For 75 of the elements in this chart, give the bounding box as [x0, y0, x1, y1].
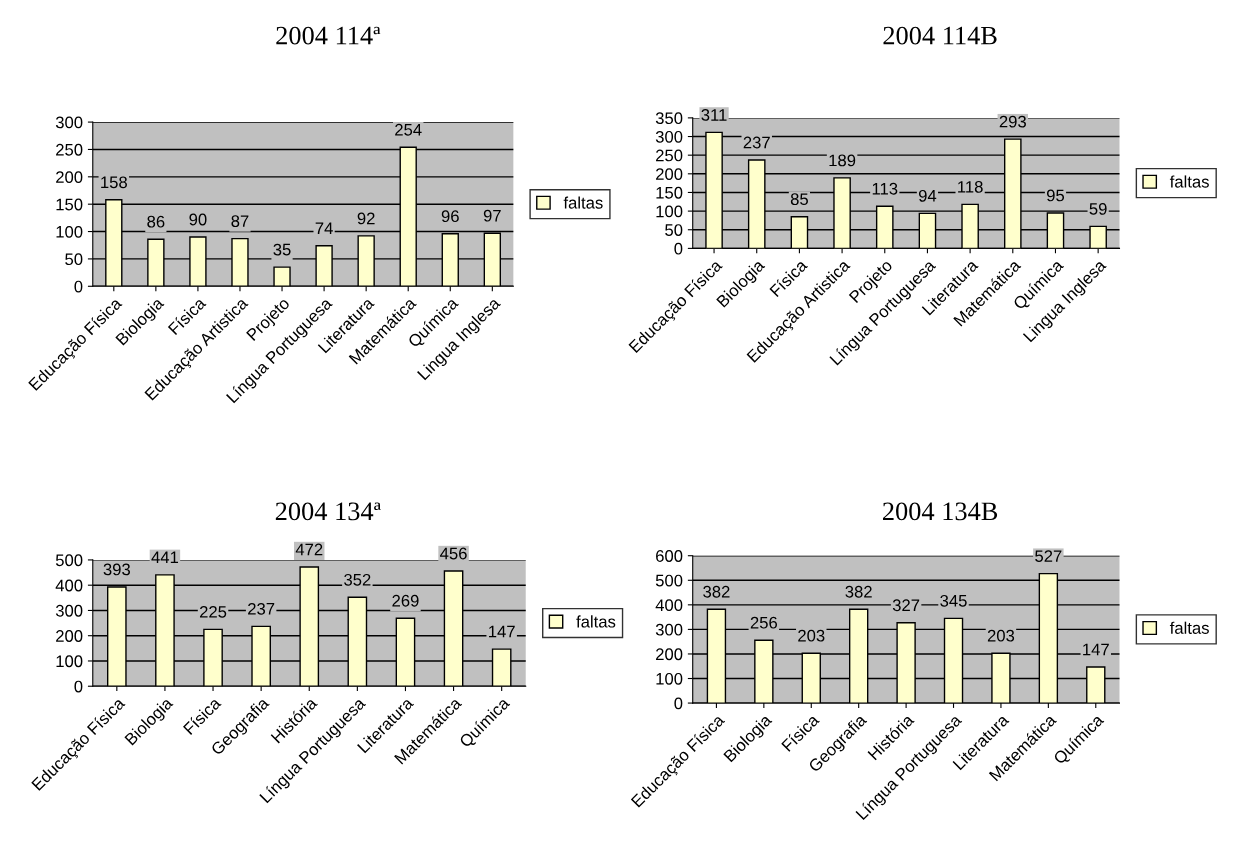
y-tick-label: 500: [655, 574, 683, 587]
data-label: 203: [798, 629, 825, 642]
y-tick-label: 250: [56, 143, 83, 156]
legend-label: faltas: [576, 615, 616, 628]
y-tick-label: 400: [655, 599, 683, 612]
chart-title: 2004 114ª: [276, 26, 381, 45]
y-tick-label: 0: [74, 280, 83, 293]
data-label: 382: [845, 585, 872, 598]
y-tick-label: 300: [55, 116, 83, 129]
chart-title: 2004 134ª: [275, 502, 381, 521]
data-label: 113: [872, 182, 898, 195]
data-label: 311: [701, 108, 727, 121]
y-tick-label: 250: [656, 149, 683, 162]
data-label: 189: [829, 154, 856, 167]
y-tick-label: 500: [55, 554, 83, 567]
data-label: 456: [440, 547, 467, 560]
y-tick-label: 50: [65, 253, 83, 266]
chart-title: 2004 134B: [883, 502, 998, 521]
data-label: 95: [1046, 189, 1065, 202]
data-label: 85: [790, 193, 808, 206]
data-label: 327: [892, 599, 920, 612]
data-label: 225: [199, 605, 227, 618]
data-label: 59: [1089, 202, 1107, 215]
y-tick-label: 300: [55, 604, 83, 617]
data-label: 90: [189, 213, 207, 226]
data-label: 87: [231, 215, 249, 228]
y-tick-label: 50: [665, 224, 683, 236]
data-label: 92: [357, 212, 375, 225]
y-tick-label: 350: [655, 112, 683, 125]
chart-title: 2004 114B: [883, 26, 997, 45]
legend-label: faltas: [563, 196, 603, 209]
y-tick-label: 100: [656, 672, 683, 685]
y-tick-label: 0: [674, 242, 683, 255]
data-label: 35: [273, 243, 291, 256]
data-label: 527: [1035, 550, 1062, 563]
data-label: 94: [918, 189, 937, 202]
y-tick-label: 200: [656, 648, 683, 661]
data-label: 352: [344, 573, 371, 586]
bar: [273, 266, 291, 287]
data-label: 269: [392, 594, 419, 607]
y-tick-label: 150: [656, 186, 683, 199]
data-label: 472: [295, 543, 323, 556]
data-label: 256: [750, 616, 778, 629]
data-label: 97: [483, 209, 501, 222]
data-label: 96: [441, 210, 459, 223]
y-tick-label: 150: [56, 198, 83, 211]
y-tick-label: 100: [56, 225, 83, 238]
data-label: 74: [315, 222, 333, 234]
y-tick-label: 0: [74, 680, 83, 693]
data-label: 237: [743, 136, 770, 149]
y-tick-label: 0: [674, 697, 683, 710]
data-label: 293: [999, 115, 1026, 128]
data-label: 254: [395, 123, 422, 136]
y-tick-label: 300: [655, 623, 683, 636]
data-label: 118: [958, 180, 983, 193]
y-tick-label: 400: [55, 579, 83, 592]
y-tick-label: 300: [655, 130, 683, 143]
data-label: 393: [103, 563, 130, 576]
legend-label: faltas: [1169, 175, 1209, 188]
data-label: 86: [147, 215, 165, 228]
data-label: 147: [1083, 643, 1109, 656]
data-label: 441: [151, 551, 179, 564]
data-label: 345: [940, 594, 967, 607]
data-label: 158: [101, 176, 127, 189]
data-label: 382: [703, 585, 730, 598]
data-label: 147: [489, 625, 515, 638]
legend-label: faltas: [1169, 621, 1209, 634]
y-tick-label: 200: [56, 630, 83, 642]
y-tick-label: 600: [656, 550, 683, 562]
y-tick-label: 200: [56, 171, 83, 184]
data-label: 237: [248, 602, 275, 615]
y-tick-label: 200: [656, 168, 683, 181]
y-tick-label: 100: [56, 655, 83, 668]
data-label: 203: [987, 629, 1015, 642]
y-tick-label: 100: [656, 205, 683, 218]
